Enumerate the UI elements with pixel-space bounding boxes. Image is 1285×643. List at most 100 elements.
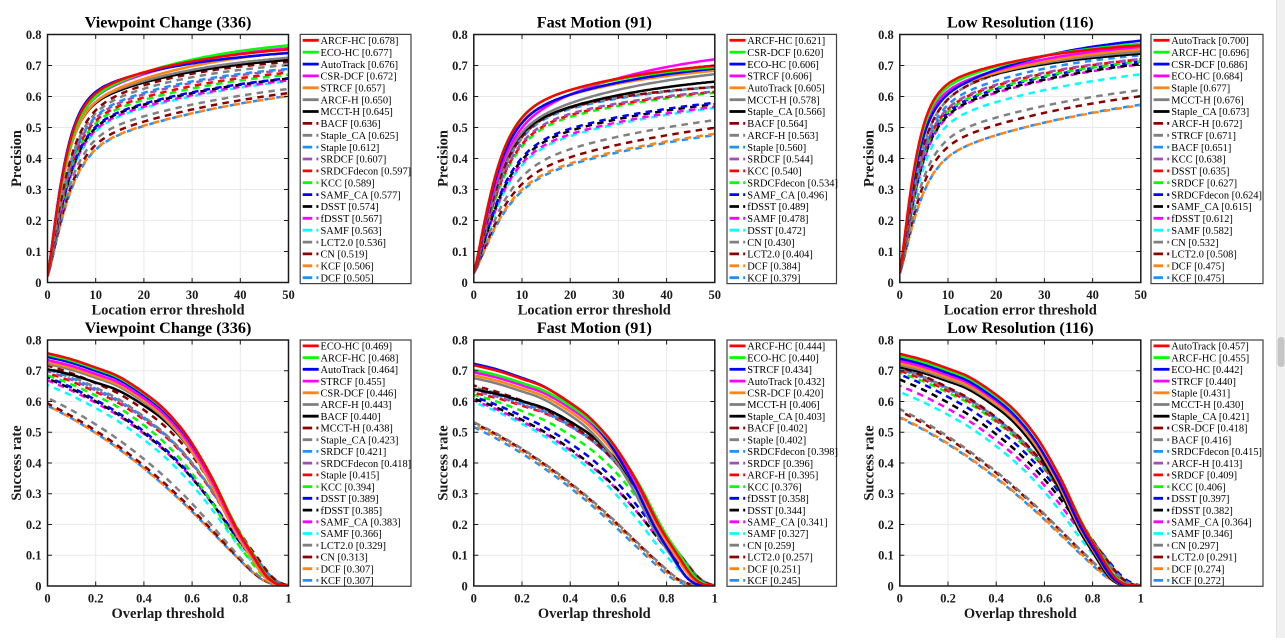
svg-text:BACF [0.416]: BACF [0.416] (1171, 435, 1231, 446)
svg-text:ECO-HC [0.684]: ECO-HC [0.684] (1171, 72, 1243, 83)
svg-text:STRCF [0.440]: STRCF [0.440] (1171, 377, 1236, 388)
svg-text:Overlap threshold: Overlap threshold (538, 606, 651, 622)
svg-text:ARCF-HC [0.444]: ARCF-HC [0.444] (747, 342, 825, 353)
svg-text:ARCF-H [0.395]: ARCF-H [0.395] (747, 471, 818, 482)
svg-text:ECO-HC [0.606]: ECO-HC [0.606] (747, 60, 819, 71)
svg-text:0.1: 0.1 (878, 549, 894, 563)
svg-text:0.5: 0.5 (26, 426, 42, 440)
svg-text:KCC [0.406]: KCC [0.406] (1171, 482, 1225, 493)
svg-text:0: 0 (888, 276, 894, 290)
svg-text:BACF [0.651]: BACF [0.651] (1171, 143, 1231, 154)
svg-text:MCCT-H [0.578]: MCCT-H [0.578] (747, 95, 819, 106)
svg-text:LCT2.0 [0.257]: LCT2.0 [0.257] (747, 553, 813, 564)
svg-text:Success rate: Success rate (435, 425, 451, 501)
svg-text:LCT2.0 [0.329]: LCT2.0 [0.329] (321, 541, 387, 552)
svg-text:ARCF-HC [0.621]: ARCF-HC [0.621] (747, 36, 825, 47)
svg-text:0.6: 0.6 (878, 90, 894, 104)
svg-text:0.4: 0.4 (988, 592, 1004, 606)
svg-text:0.1: 0.1 (878, 245, 894, 259)
svg-text:30: 30 (1038, 288, 1051, 302)
svg-text:LCT2.0 [0.291]: LCT2.0 [0.291] (1171, 553, 1237, 564)
svg-text:0.3: 0.3 (452, 487, 468, 501)
svg-text:SRDCF [0.421]: SRDCF [0.421] (321, 447, 387, 458)
svg-text:SAMF [0.327]: SAMF [0.327] (747, 529, 808, 540)
svg-text:SAMF_CA [0.341]: SAMF_CA [0.341] (747, 518, 827, 529)
svg-text:SAMF_CA [0.364]: SAMF_CA [0.364] (1171, 518, 1251, 529)
svg-text:Staple_CA [0.403]: Staple_CA [0.403] (747, 412, 825, 423)
svg-text:30: 30 (186, 288, 199, 302)
svg-text:40: 40 (234, 288, 247, 302)
svg-text:SRDCF [0.396]: SRDCF [0.396] (747, 459, 813, 470)
svg-text:KCC [0.376]: KCC [0.376] (747, 482, 801, 493)
svg-text:0: 0 (471, 592, 477, 606)
svg-text:SAMF_CA [0.496]: SAMF_CA [0.496] (747, 190, 827, 201)
svg-text:0.3: 0.3 (26, 183, 42, 197)
svg-text:CSR-DCF [0.446]: CSR-DCF [0.446] (321, 389, 397, 400)
svg-text:0.3: 0.3 (26, 487, 42, 501)
svg-text:0.5: 0.5 (878, 426, 894, 440)
svg-text:0.1: 0.1 (26, 245, 42, 259)
svg-text:50: 50 (709, 288, 722, 302)
svg-text:0.8: 0.8 (26, 333, 42, 347)
svg-text:0: 0 (462, 579, 468, 593)
svg-text:SAMF [0.563]: SAMF [0.563] (321, 226, 382, 237)
svg-text:KCF [0.506]: KCF [0.506] (321, 262, 374, 273)
svg-text:0.8: 0.8 (26, 28, 42, 42)
svg-text:Staple [0.402]: Staple [0.402] (747, 435, 806, 446)
svg-text:CSR-DCF [0.420]: CSR-DCF [0.420] (747, 389, 823, 400)
svg-text:BACF [0.402]: BACF [0.402] (747, 424, 807, 435)
svg-text:40: 40 (660, 288, 673, 302)
svg-text:0.7: 0.7 (878, 364, 894, 378)
svg-text:0.6: 0.6 (452, 395, 468, 409)
svg-text:0.2: 0.2 (452, 214, 468, 228)
svg-text:ARCF-HC [0.678]: ARCF-HC [0.678] (321, 36, 399, 47)
svg-text:fDSST [0.612]: fDSST [0.612] (1171, 214, 1233, 225)
svg-text:DCF [0.475]: DCF [0.475] (1171, 262, 1224, 273)
svg-text:CN [0.297]: CN [0.297] (1171, 541, 1218, 552)
svg-text:Precision: Precision (9, 130, 25, 187)
svg-text:0.8: 0.8 (1085, 592, 1101, 606)
svg-text:AutoTrack [0.676]: AutoTrack [0.676] (321, 60, 399, 71)
svg-text:20: 20 (564, 288, 577, 302)
svg-text:STRCF [0.455]: STRCF [0.455] (321, 377, 386, 388)
svg-text:Low Resolution (116): Low Resolution (116) (947, 319, 1094, 337)
svg-text:fDSST [0.489]: fDSST [0.489] (747, 202, 809, 213)
svg-text:MCCT-H [0.676]: MCCT-H [0.676] (1171, 95, 1243, 106)
svg-text:KCF [0.379]: KCF [0.379] (747, 273, 800, 284)
svg-text:0.4: 0.4 (452, 152, 468, 166)
svg-text:Fast Motion (91): Fast Motion (91) (537, 14, 652, 32)
svg-text:Location error threshold: Location error threshold (518, 303, 671, 319)
svg-text:ARCF-H [0.650]: ARCF-H [0.650] (321, 95, 392, 106)
svg-text:0.2: 0.2 (26, 214, 42, 228)
svg-text:Precision: Precision (861, 130, 877, 187)
svg-text:CSR-DCF [0.686]: CSR-DCF [0.686] (1171, 60, 1247, 71)
svg-text:CSR-DCF [0.620]: CSR-DCF [0.620] (747, 48, 823, 59)
svg-text:DCF [0.251]: DCF [0.251] (747, 564, 800, 575)
svg-text:0.4: 0.4 (452, 456, 468, 470)
svg-text:Staple_CA [0.625]: Staple_CA [0.625] (321, 131, 399, 142)
svg-text:SRDCF [0.607]: SRDCF [0.607] (321, 155, 387, 166)
svg-text:0: 0 (897, 592, 903, 606)
svg-text:Staple_CA [0.421]: Staple_CA [0.421] (1171, 412, 1249, 423)
svg-text:0.4: 0.4 (26, 456, 42, 470)
svg-text:KCC [0.540]: KCC [0.540] (747, 167, 801, 178)
svg-text:DSST [0.635]: DSST [0.635] (1171, 167, 1229, 178)
svg-text:1: 1 (712, 592, 718, 606)
svg-text:0: 0 (471, 288, 477, 302)
svg-text:0.8: 0.8 (232, 592, 248, 606)
svg-text:KCC [0.394]: KCC [0.394] (321, 482, 375, 493)
svg-text:10: 10 (942, 288, 955, 302)
svg-text:LCT2.0 [0.404]: LCT2.0 [0.404] (747, 250, 813, 261)
svg-text:0.5: 0.5 (26, 121, 42, 135)
svg-text:10: 10 (89, 288, 102, 302)
svg-text:CN [0.519]: CN [0.519] (321, 250, 368, 261)
svg-text:ARCF-H [0.672]: ARCF-H [0.672] (1171, 119, 1242, 130)
svg-text:SAMF [0.366]: SAMF [0.366] (321, 529, 382, 540)
svg-text:CN [0.532]: CN [0.532] (1171, 238, 1218, 249)
svg-text:Fast Motion (91): Fast Motion (91) (537, 319, 652, 337)
svg-text:0.5: 0.5 (878, 121, 894, 135)
svg-text:SAMF [0.582]: SAMF [0.582] (1171, 226, 1232, 237)
svg-text:SRDCFdecon [0.624]: SRDCFdecon [0.624] (1171, 190, 1262, 201)
svg-text:SAMF_CA [0.577]: SAMF_CA [0.577] (321, 190, 401, 201)
svg-text:30: 30 (612, 288, 625, 302)
